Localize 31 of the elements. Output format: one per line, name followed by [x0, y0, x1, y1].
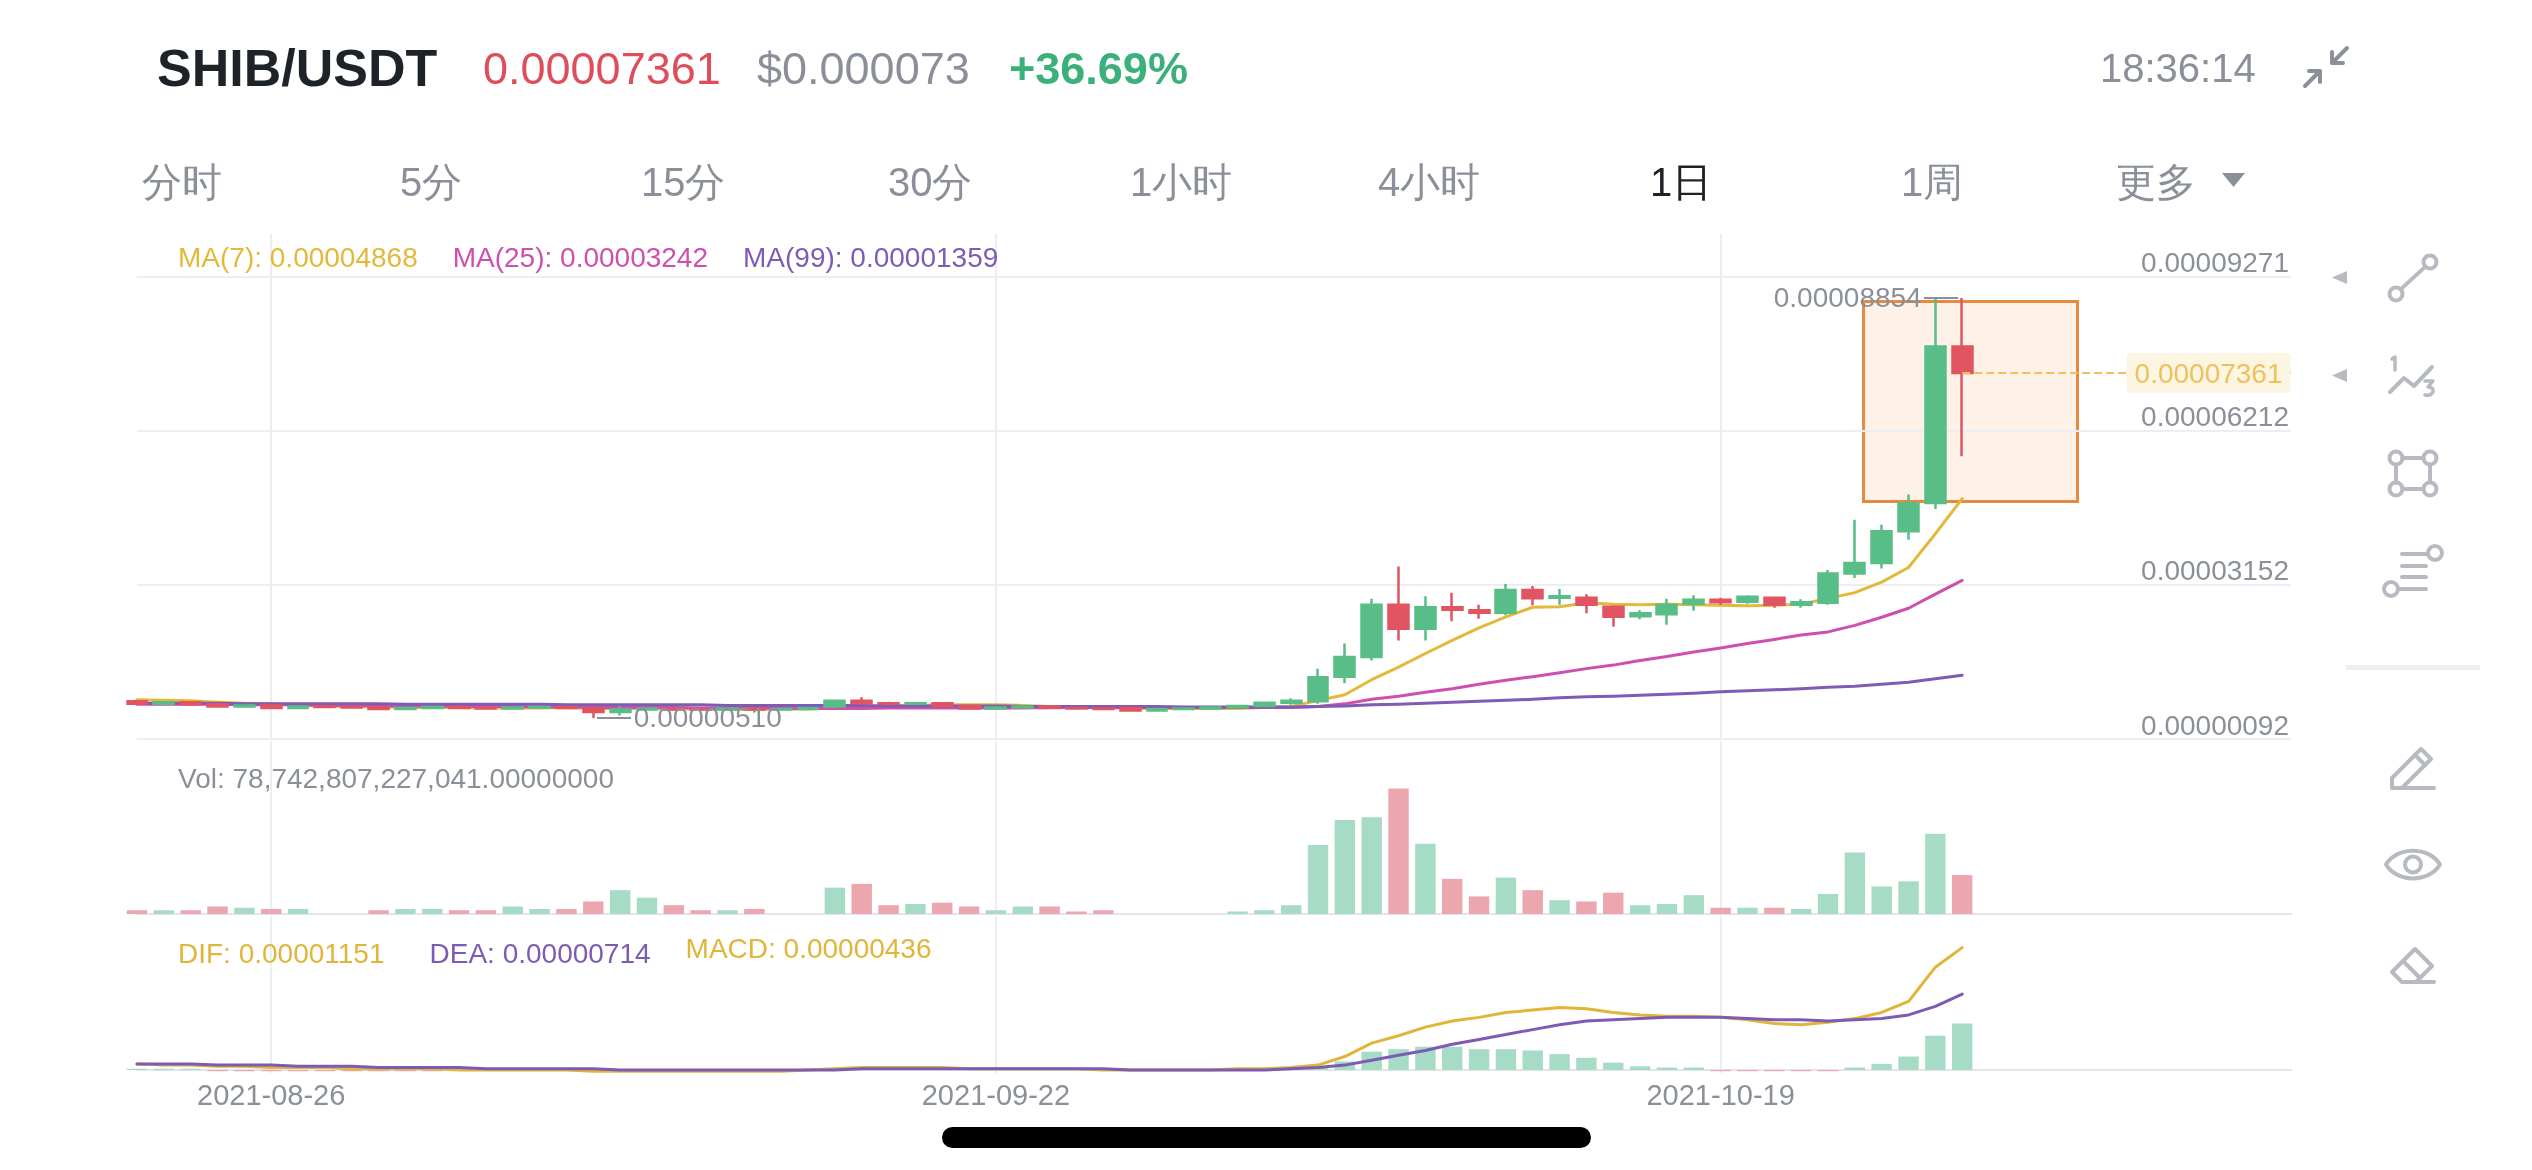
chart-title: Vol: 78,742,807,227,041.00000000: [178, 762, 614, 794]
text: 1周: [1901, 160, 1964, 204]
text: $0.000073: [757, 42, 970, 94]
annotation: 0.00008854: [1773, 282, 1922, 314]
text: MA(99): 0.00001359: [742, 241, 999, 273]
annotation: 0.00000510: [633, 702, 782, 734]
y-tick-label: 0.00000092: [2141, 709, 2289, 741]
y-tick-label: 0.00003152: [2141, 555, 2289, 587]
x-tick-label: 2021-08-26: [197, 1078, 346, 1111]
text: DIF: 0.00001151: [178, 937, 385, 969]
ref-line-label: 0.00007361: [2134, 357, 2283, 389]
text: DEA: 0.00000714: [429, 937, 651, 969]
text: 更多: [2116, 160, 2196, 204]
y-tick-label: 0.00009271: [2141, 247, 2289, 279]
y-tick-label: 0.00006212: [2141, 401, 2289, 433]
text: 4小时: [1378, 160, 1481, 204]
text: SHIB/USDT: [157, 39, 438, 97]
text: MA(25): 0.00003242: [452, 241, 708, 273]
text: 0.00007361: [483, 42, 721, 94]
text: 30分: [888, 160, 973, 204]
text: 分时: [142, 160, 222, 204]
text: +36.69%: [1009, 42, 1188, 94]
text: MA(7): 0.00004868: [178, 241, 418, 273]
text: 15分: [641, 160, 726, 204]
x-tick-label: 2021-10-19: [1646, 1078, 1795, 1111]
text: 1小时: [1130, 160, 1233, 204]
text: 5分: [400, 160, 463, 204]
text: 18:36:14: [2100, 46, 2256, 90]
annotation: MACD: 0.00000436: [685, 932, 932, 964]
x-tick-label: 2021-09-22: [921, 1078, 1071, 1111]
text: 1日: [1650, 160, 1713, 204]
